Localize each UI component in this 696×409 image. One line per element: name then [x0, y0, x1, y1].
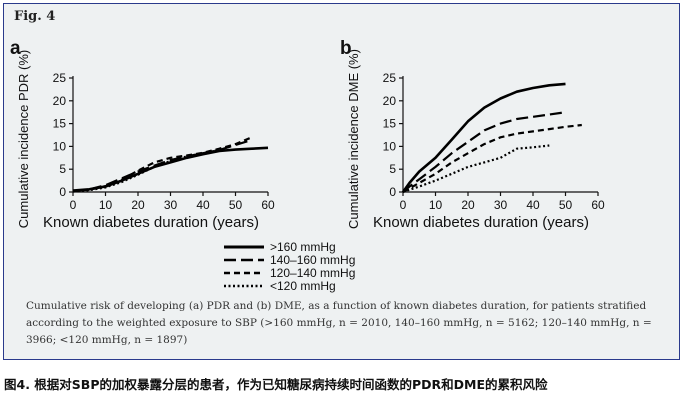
x-axis-label: Known diabetes duration (years)	[43, 214, 259, 231]
series-line	[401, 82, 566, 193]
x-tick-label: 30	[164, 198, 178, 212]
series-line	[402, 144, 550, 194]
legend-label: 140–160 mmHg	[270, 252, 356, 267]
y-tick-label: 15	[53, 117, 67, 131]
x-tick-label: 60	[591, 198, 605, 212]
series-line	[72, 148, 220, 193]
x-axis-label: Known diabetes duration (years)	[373, 214, 589, 231]
y-tick-label: 25	[383, 71, 397, 85]
legend-item: <120 mmHg	[222, 278, 355, 293]
y-tick-label: 5	[59, 162, 66, 176]
x-tick-label: 40	[196, 198, 210, 212]
y-tick-label: 20	[383, 94, 397, 108]
x-tick-label: 40	[526, 198, 540, 212]
y-tick-label: 15	[383, 117, 397, 131]
legend-label: 120–140 mmHg	[270, 265, 356, 280]
x-tick-label: 30	[494, 198, 508, 212]
legend-item: 140–160 mmHg	[222, 252, 356, 267]
y-tick-label: 10	[383, 139, 397, 153]
legend-item: 120–140 mmHg	[222, 265, 356, 280]
x-tick-label: 20	[131, 198, 145, 212]
y-tick-label: 25	[53, 71, 67, 85]
chinese-caption: 图4. 根据对SBP的加权暴露分层的患者，作为已知糖尿病持续时间函数的PDR和D…	[4, 377, 548, 392]
y-tick-label: 0	[59, 185, 66, 199]
y-axis-label: Cumulative incidence PDR (%)	[16, 50, 31, 228]
figure-caption: Cumulative risk of developing (a) PDR an…	[26, 300, 652, 346]
x-tick-label: 0	[70, 198, 77, 212]
series-line	[402, 123, 582, 193]
legend-swatch-dotted	[224, 284, 264, 287]
y-tick-label: 10	[53, 139, 67, 153]
series-line	[72, 146, 269, 192]
x-tick-label: 10	[99, 198, 113, 212]
legend-item: >160 mmHg	[222, 239, 355, 254]
y-axis-label: Cumulative incidence DME (%)	[346, 49, 361, 229]
panel-letter: b	[340, 38, 352, 59]
legend-label: >160 mmHg	[270, 239, 336, 254]
panel-letter: a	[10, 38, 21, 59]
x-tick-label: 10	[429, 198, 443, 212]
x-tick-label: 50	[229, 198, 243, 212]
legend: >160 mmHg 140–160 mmHg 120–140 mmHg <120…	[222, 239, 356, 293]
figure-label: Fig. 4	[14, 9, 56, 24]
y-tick-label: 20	[53, 94, 67, 108]
x-tick-label: 50	[559, 198, 573, 212]
x-tick-label: 60	[261, 198, 275, 212]
legend-swatch-solid	[224, 245, 264, 248]
legend-swatch-longdash	[224, 258, 264, 261]
legend-swatch-shortdash	[224, 271, 264, 274]
series-line	[402, 111, 566, 193]
x-tick-label: 20	[461, 198, 475, 212]
x-tick-label: 0	[400, 198, 407, 212]
legend-label: <120 mmHg	[270, 278, 336, 293]
y-tick-label: 0	[389, 185, 396, 199]
series-line	[72, 136, 253, 193]
y-tick-label: 5	[389, 162, 396, 176]
